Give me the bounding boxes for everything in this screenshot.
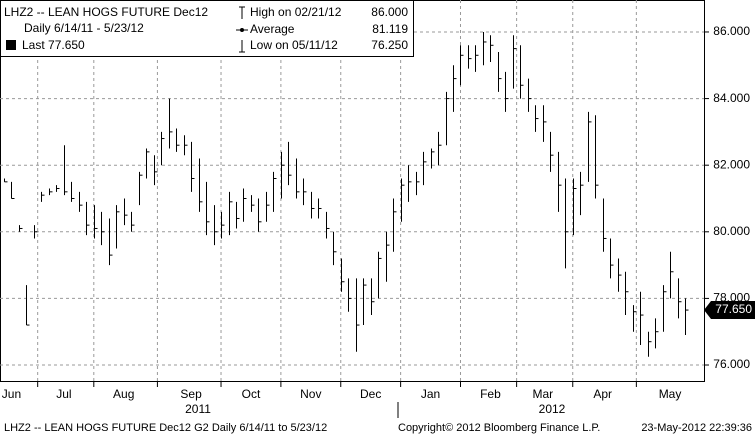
last-price-label: 77.650 <box>715 302 752 316</box>
x-tick-label: Jun <box>2 387 21 401</box>
legend-last: Last 77.650 <box>22 38 85 52</box>
legend-low-value: 76.250 <box>371 38 408 52</box>
x-tick-label: Nov <box>300 387 321 401</box>
x-tick-label: Jan <box>421 387 440 401</box>
y-tick-label: 82.000 <box>713 157 750 171</box>
x-tick-label: Aug <box>113 387 134 401</box>
year-label: 2012 <box>539 402 566 416</box>
x-tick-label: Mar <box>532 387 553 401</box>
y-tick-label: 86.000 <box>713 24 750 38</box>
legend-high-value: 86.000 <box>371 5 408 19</box>
legend-avg-value: 81.119 <box>372 22 408 36</box>
bars <box>4 31 689 357</box>
legend-frame <box>0 0 414 57</box>
legend: LHZ2 -- LEAN HOGS FUTURE Dec12 Daily 6/1… <box>0 0 414 57</box>
y-tick-label: 80.000 <box>713 224 750 238</box>
y-tick-label: 76.000 <box>713 357 750 371</box>
year-label: 2011 <box>185 402 211 416</box>
legend-low-label: Low on 05/11/12 <box>250 38 338 52</box>
x-tick-label: Jul <box>56 387 71 401</box>
x-tick-label: Sep <box>180 387 202 401</box>
legend-title: LHZ2 -- LEAN HOGS FUTURE Dec12 <box>4 5 208 19</box>
legend-swatch <box>6 40 16 50</box>
legend-avg-label: Average <box>250 22 295 36</box>
footer-timestamp: 23-May-2012 22:39:36 <box>641 422 752 434</box>
x-tick-label: Dec <box>360 387 381 401</box>
legend-high-label: High on 02/21/12 <box>250 5 342 19</box>
footer-copyright: Copyright© 2012 Bloomberg Finance L.P. <box>398 422 600 434</box>
legend-icon <box>240 28 244 32</box>
last-price-tag <box>704 301 755 320</box>
plot-frame <box>0 0 705 382</box>
legend-period: Daily 6/14/11 - 5/23/12 <box>24 21 144 35</box>
x-tick-label: Apr <box>593 387 612 401</box>
footer-left: LHZ2 -- LEAN HOGS FUTURE Dec12 G2 Daily … <box>4 422 327 434</box>
x-tick-label: Feb <box>480 387 501 401</box>
x-tick-label: May <box>659 387 682 401</box>
y-tick-label: 84.000 <box>713 91 750 105</box>
x-tick-label: Oct <box>242 387 261 401</box>
